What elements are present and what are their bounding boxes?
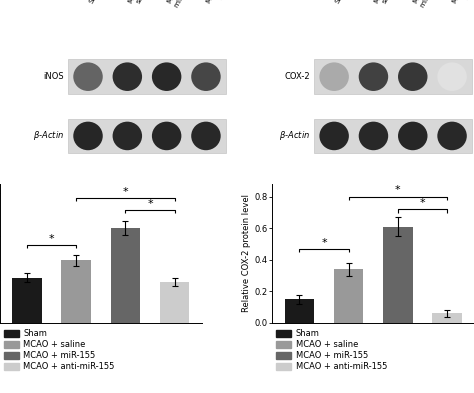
Ellipse shape — [113, 62, 142, 91]
Text: *: * — [147, 199, 153, 209]
Text: MCAO +
miR-155: MCAO + miR-155 — [167, 0, 193, 8]
Text: MCAO + anti-
miR-155: MCAO + anti- miR-155 — [206, 0, 242, 8]
Ellipse shape — [359, 62, 388, 91]
Text: $\beta$-Actin: $\beta$-Actin — [279, 129, 310, 142]
Text: *: * — [49, 233, 55, 244]
Text: Sham: Sham — [88, 0, 103, 5]
Ellipse shape — [398, 122, 428, 150]
Bar — [432, 314, 462, 323]
Ellipse shape — [398, 62, 428, 91]
Bar — [68, 59, 226, 94]
Ellipse shape — [438, 62, 467, 91]
Text: MCAO +
miR-155: MCAO + miR-155 — [413, 0, 439, 8]
Bar — [111, 228, 140, 323]
Ellipse shape — [113, 122, 142, 150]
Text: $\beta$-Actin: $\beta$-Actin — [33, 129, 64, 142]
Ellipse shape — [319, 62, 349, 91]
Text: MCAO +
saline: MCAO + saline — [128, 0, 154, 8]
Text: MCAO + anti-
miR-155: MCAO + anti- miR-155 — [452, 0, 474, 8]
Ellipse shape — [191, 122, 221, 150]
Ellipse shape — [191, 62, 221, 91]
Ellipse shape — [73, 62, 103, 91]
Ellipse shape — [359, 122, 388, 150]
Bar — [12, 278, 42, 323]
Bar — [314, 59, 472, 94]
Text: COX-2: COX-2 — [284, 72, 310, 81]
Text: *: * — [395, 185, 401, 195]
Text: *: * — [123, 187, 128, 196]
Bar — [334, 269, 363, 323]
Bar — [314, 119, 472, 153]
Legend: Sham, MCAO + saline, MCAO + miR-155, MCAO + anti-miR-155: Sham, MCAO + saline, MCAO + miR-155, MCA… — [276, 329, 387, 371]
Bar — [383, 226, 412, 323]
Ellipse shape — [319, 122, 349, 150]
Bar — [68, 119, 226, 153]
Bar — [160, 282, 190, 323]
Ellipse shape — [152, 62, 182, 91]
Text: iNOS: iNOS — [43, 72, 64, 81]
Text: *: * — [419, 198, 425, 208]
Bar — [284, 299, 314, 323]
Ellipse shape — [73, 122, 103, 150]
Y-axis label: Relative COX-2 protein level: Relative COX-2 protein level — [242, 195, 251, 312]
Ellipse shape — [152, 122, 182, 150]
Bar — [62, 261, 91, 323]
Text: Sham: Sham — [334, 0, 350, 5]
Ellipse shape — [438, 122, 467, 150]
Legend: Sham, MCAO + saline, MCAO + miR-155, MCAO + anti-miR-155: Sham, MCAO + saline, MCAO + miR-155, MCA… — [4, 329, 115, 371]
Text: MCAO +
saline: MCAO + saline — [374, 0, 400, 8]
Text: *: * — [321, 237, 327, 248]
